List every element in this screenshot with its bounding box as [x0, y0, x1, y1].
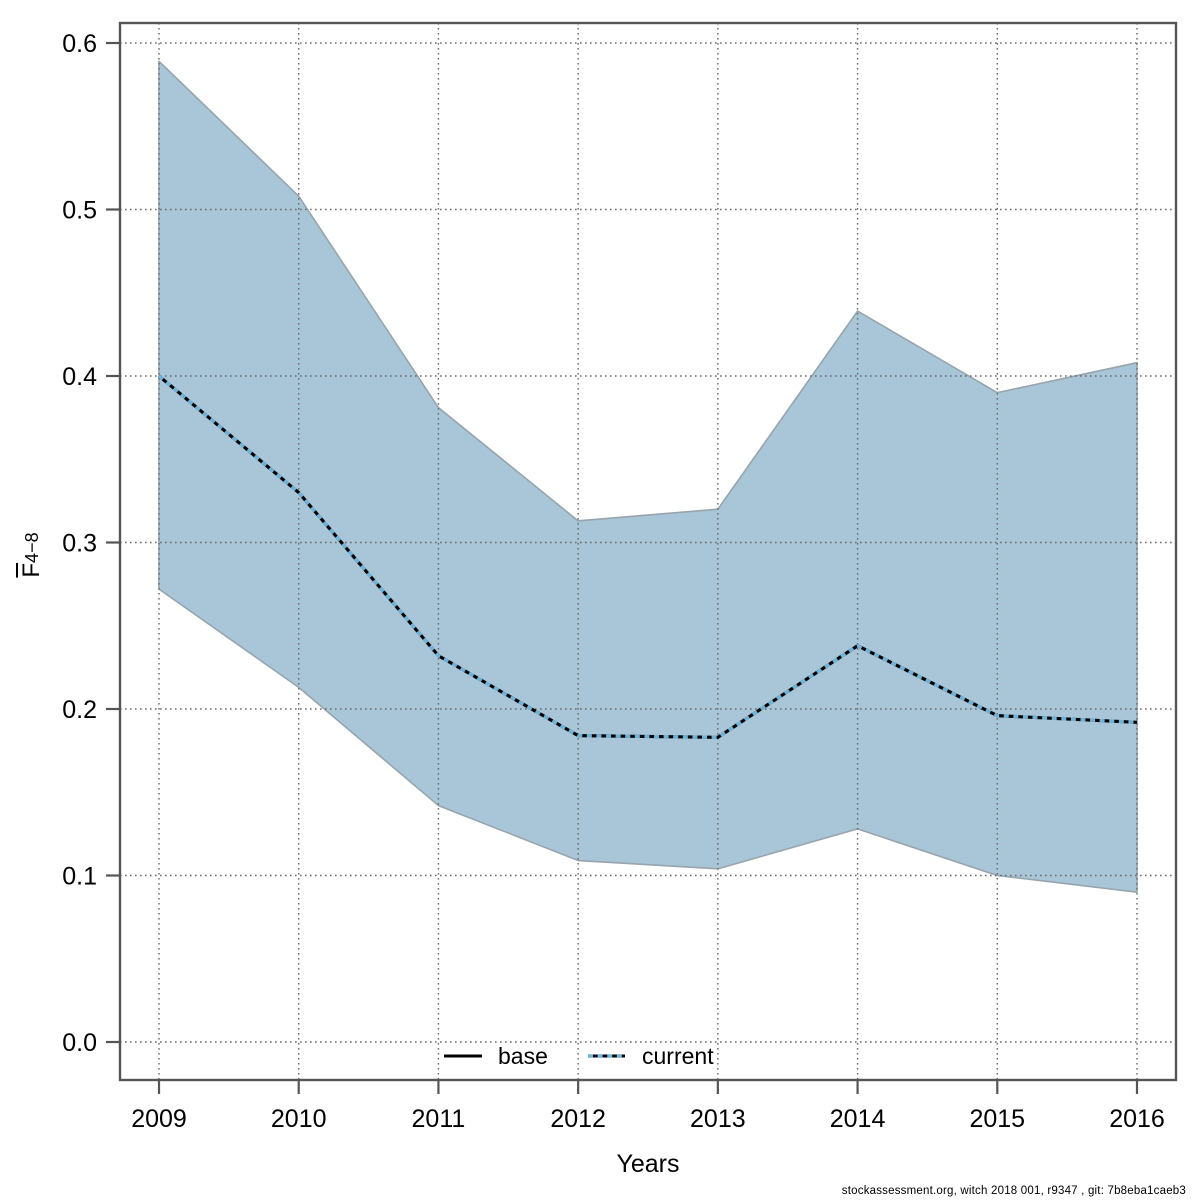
- legend-current-label: current: [642, 1043, 714, 1069]
- y-tick-label: 0.2: [62, 696, 97, 724]
- y-tick-label: 0.5: [62, 196, 97, 224]
- y-axis-letter: F: [18, 562, 45, 578]
- series-lines: [157, 374, 1138, 740]
- x-tick-label: 2016: [1109, 1105, 1165, 1133]
- tick-labels: 2009 2010 2011 2012 2013 2014 2015 2016 0.0 0.1 0.…: [62, 30, 1165, 1133]
- footer-stamp: stockassessment.org, witch 2018 001, r93…: [841, 1185, 1186, 1197]
- axis-ticks: [106, 41, 1139, 1094]
- gridlines: [120, 23, 1176, 1080]
- x-tick-label: 2014: [830, 1105, 886, 1133]
- y-axis-subscript: 4−8: [22, 532, 42, 563]
- x-tick-label: 2010: [271, 1105, 327, 1133]
- y-axis-title: F 4−8: [10, 493, 54, 617]
- x-tick-label: 2011: [412, 1105, 466, 1133]
- x-tick-label: 2013: [690, 1105, 746, 1133]
- plot-border: [118, 21, 1178, 1082]
- confidence-band: [158, 60, 1138, 893]
- y-tick-label: 0.3: [62, 529, 97, 557]
- x-tick-label: 2012: [550, 1105, 606, 1133]
- y-tick-label: 0.0: [62, 1029, 97, 1057]
- band-polygon: [158, 60, 1138, 893]
- current-line: [157, 374, 1138, 740]
- x-tick-label: 2015: [969, 1105, 1025, 1133]
- x-axis-title: Years: [616, 1150, 679, 1178]
- legend: base current: [444, 1043, 714, 1069]
- y-tick-label: 0.6: [62, 30, 97, 58]
- legend-base-label: base: [498, 1043, 548, 1069]
- y-tick-label: 0.1: [62, 862, 97, 890]
- y-tick-label: 0.4: [62, 363, 97, 391]
- x-tick-label: 2009: [131, 1105, 187, 1133]
